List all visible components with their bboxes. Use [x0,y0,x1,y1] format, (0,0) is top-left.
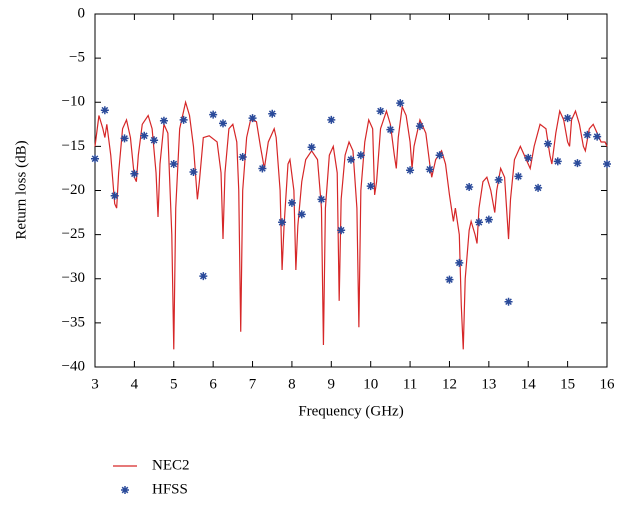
marker [337,226,346,235]
marker [287,198,296,207]
marker [425,165,434,174]
marker [573,159,582,168]
x-tick-label: 4 [131,376,139,392]
marker [248,114,257,123]
y-tick-label: −25 [62,226,85,242]
marker [406,166,415,175]
y-tick-label: −35 [62,314,85,330]
marker [484,215,493,224]
x-tick-label: 8 [288,376,296,392]
plot-frame [94,13,608,368]
marker [376,107,385,116]
y-tick-label: −40 [62,358,85,374]
x-tick-label: 12 [442,376,457,392]
marker [534,183,543,192]
marker [120,134,129,143]
marker [258,164,267,173]
marker [209,110,218,119]
marker [583,130,592,139]
marker [317,195,326,204]
marker [475,218,483,227]
x-tick-label: 13 [481,376,496,392]
y-tick-label: 0 [78,5,86,21]
marker [356,151,365,160]
x-tick-label: 5 [170,376,178,392]
marker [455,258,464,267]
marker [553,157,562,166]
marker [189,167,198,176]
marker [307,143,316,152]
x-tick-label: 6 [209,376,217,392]
y-tick-label: −10 [62,94,85,110]
y-tick-label: −20 [62,182,85,198]
marker [169,160,178,169]
x-tick-label: 7 [249,376,257,392]
y-axis-label: Return loss (dB) [13,140,29,239]
x-axis-label: Frequency (GHz) [298,403,403,419]
marker [150,136,159,145]
marker [140,131,149,140]
marker [465,182,474,191]
marker [297,210,306,219]
x-tick-label: 15 [560,376,575,392]
marker [199,272,208,281]
marker [91,154,99,163]
x-tick-label: 14 [521,376,537,392]
marker [563,114,572,123]
x-tick-label: 11 [403,376,417,392]
y-tick-label: −5 [69,50,85,66]
marker [238,152,247,161]
marker [130,169,139,178]
marker [219,119,227,128]
marker [366,182,375,191]
marker [415,122,424,131]
x-tick-label: 16 [600,376,616,392]
marker [504,297,513,306]
marker [514,172,523,181]
marker [435,151,444,160]
marker [268,109,277,118]
legend-label: HFSS [152,481,188,497]
marker [593,132,602,141]
marker [327,115,336,124]
x-tick-label: 3 [91,376,99,392]
marker [445,275,454,284]
marker [110,191,119,200]
x-tick-label: 10 [363,376,378,392]
line-series [94,99,608,350]
x-tick-label: 9 [328,376,336,392]
y-tick-label: −15 [62,138,85,154]
marker [494,175,503,184]
marker [347,155,355,164]
marker [603,160,611,169]
marker [100,106,109,115]
marker [524,153,533,162]
y-tick-label: −30 [62,270,85,286]
legend-label: NEC2 [152,457,190,473]
marker [543,139,552,148]
marker [386,125,395,134]
marker [278,218,287,227]
marker [179,115,188,124]
marker [159,116,168,125]
legend-marker [121,486,129,494]
marker [396,99,405,108]
